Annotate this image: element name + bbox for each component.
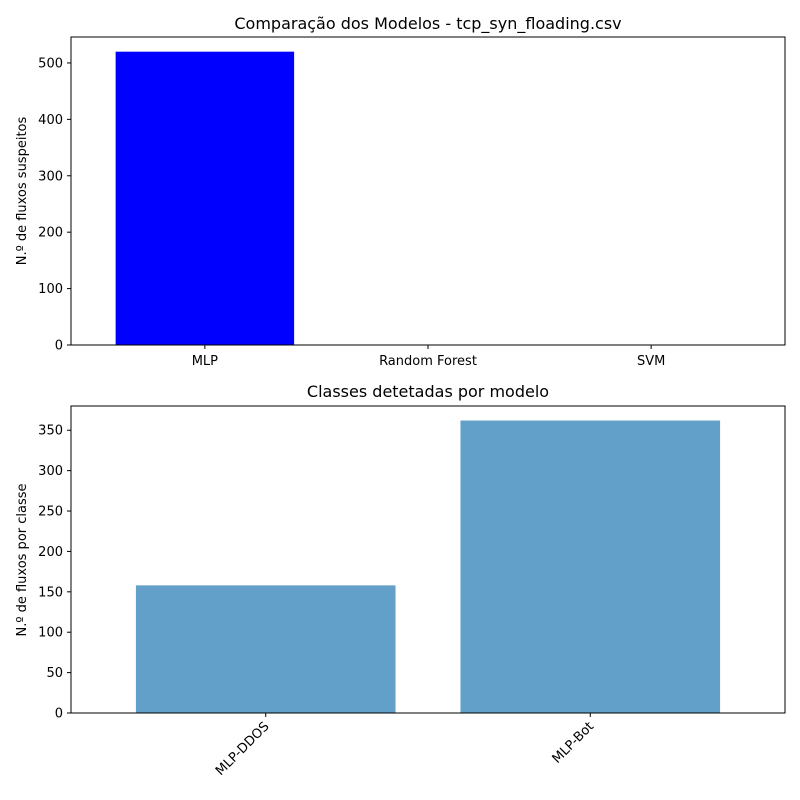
chart1-plot-frame [70, 36, 786, 346]
y-tick-label: 350 [38, 424, 63, 439]
y-tick-label: 0 [55, 707, 63, 722]
chart1-title: Comparação dos Modelos - tcp_syn_floadin… [234, 14, 621, 34]
chart2-y-axis: 0 50 100 150 200 250 300 350 [38, 424, 71, 722]
bar-mlp [115, 51, 295, 346]
x-tick-label: MLP-DDOS [213, 719, 273, 779]
y-tick-label: 100 [38, 282, 63, 297]
y-tick-label: 100 [38, 626, 63, 641]
chart1-x-axis: MLP Random Forest SVM [192, 345, 665, 369]
chart1-bars [115, 51, 295, 346]
y-tick-label: 150 [38, 585, 63, 600]
y-tick-label: 200 [38, 226, 63, 241]
x-tick-label: MLP-Bot [550, 719, 598, 767]
chart2-bars [135, 420, 721, 713]
y-tick-label: 400 [38, 113, 63, 128]
bar-mlp-bot [460, 420, 721, 713]
x-tick-label: Random Forest [379, 354, 477, 369]
y-tick-label: 200 [38, 545, 63, 560]
chart2-ylabel: N.º de fluxos por classe [15, 483, 30, 636]
chart2-x-axis: MLP-DDOS MLP-Bot [213, 713, 597, 779]
chart1-y-axis: 0 100 200 300 400 500 [38, 56, 71, 354]
bar-mlp-ddos [135, 585, 396, 713]
y-tick-label: 250 [38, 505, 63, 520]
chart2-plot-frame [70, 405, 786, 714]
y-tick-label: 300 [38, 464, 63, 479]
x-tick-label: SVM [637, 354, 665, 369]
y-tick-label: 500 [38, 56, 63, 71]
chart1-ylabel: N.º de fluxos suspeitos [15, 117, 30, 266]
y-tick-label: 0 [55, 339, 63, 354]
y-tick-label: 300 [38, 169, 63, 184]
chart2-title: Classes detetadas por modelo [307, 382, 549, 401]
x-tick-label: MLP [192, 354, 218, 369]
chart-comparacao-modelos: Comparação dos Modelos - tcp_syn_floadin… [15, 14, 786, 369]
chart-classes-detetadas: Classes detetadas por modelo N.º de flux… [15, 382, 786, 779]
y-tick-label: 50 [46, 666, 63, 681]
